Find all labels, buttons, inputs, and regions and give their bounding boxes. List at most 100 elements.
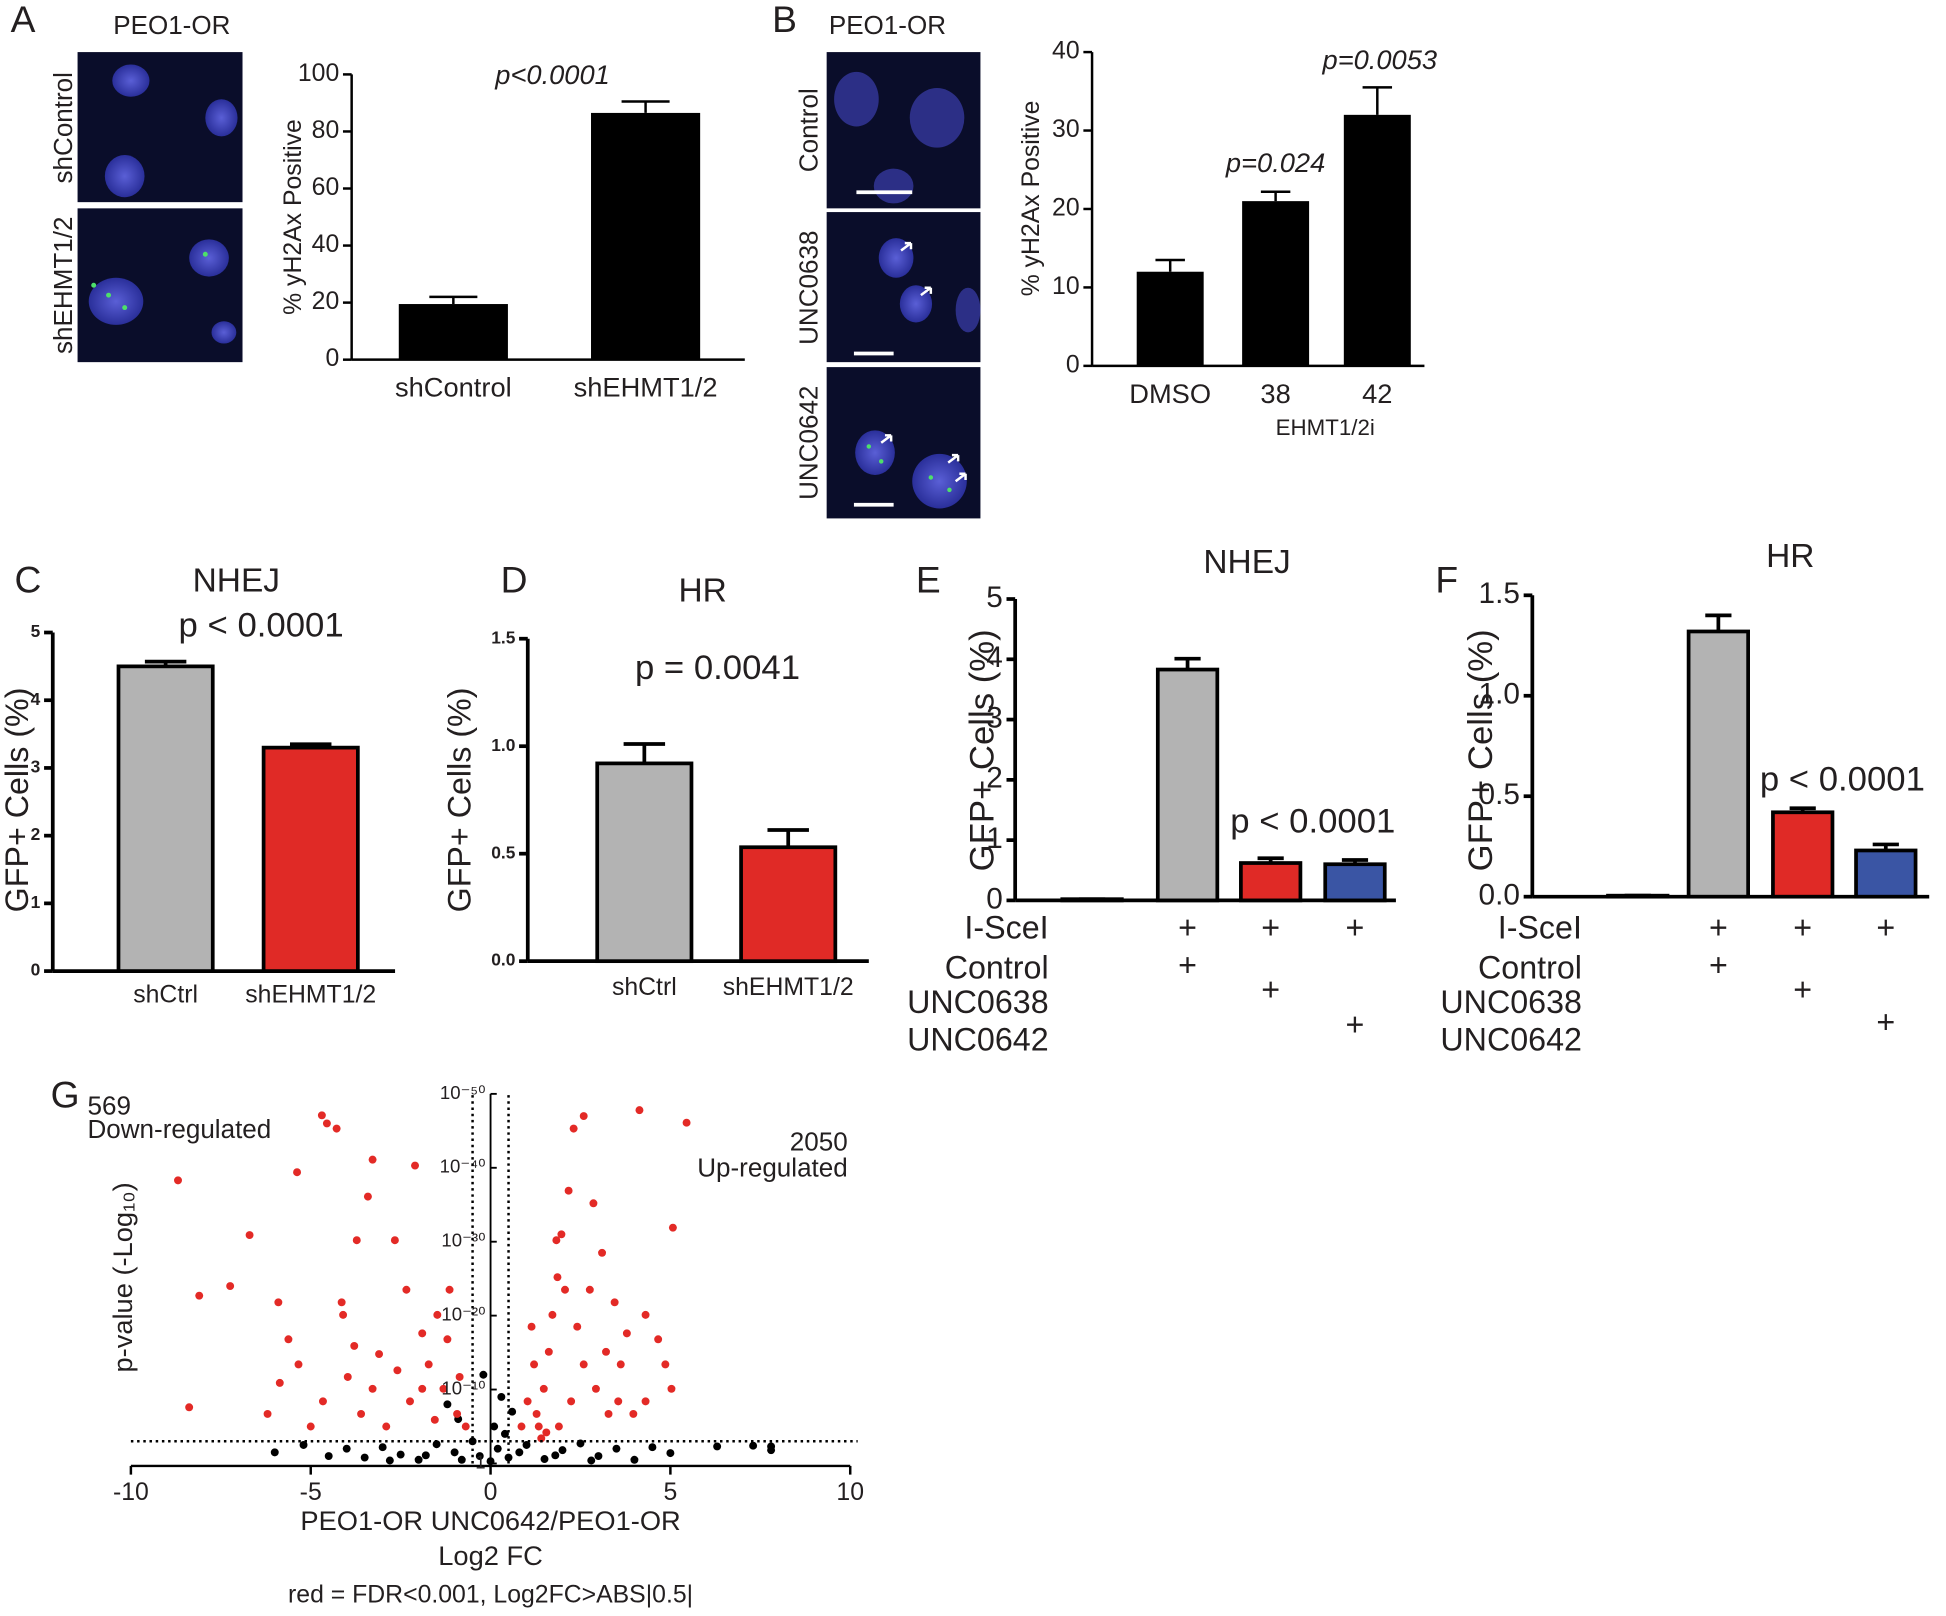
x-tick-label: shCtrl (133, 981, 198, 1008)
point (561, 1285, 569, 1294)
point (270, 1448, 279, 1457)
point (493, 1444, 502, 1453)
x-tick-label: shEHMT1/2 (574, 372, 718, 403)
condition-sign: + (1178, 910, 1197, 946)
annotation: 569 (87, 1090, 130, 1120)
annotation: Up-regulated (697, 1152, 847, 1182)
bar (1343, 114, 1411, 366)
y-tick-label: 80 (312, 117, 340, 144)
point (614, 1397, 623, 1406)
point (713, 1442, 722, 1451)
condition-label: I-SceI (1498, 910, 1582, 946)
bar (1242, 201, 1310, 366)
y-tick-label: 1 (475, 1451, 485, 1472)
error-bar (623, 742, 666, 764)
point (317, 1111, 326, 1120)
point (360, 1453, 369, 1462)
point (532, 1409, 541, 1418)
point (594, 1452, 603, 1461)
y-axis-label: GFP+ Cells (%) (1462, 629, 1500, 871)
y-tick-label: 20 (312, 288, 340, 315)
point (195, 1291, 204, 1300)
image-label: Control (793, 88, 823, 172)
point (648, 1443, 657, 1452)
error-bar (429, 295, 478, 305)
point (306, 1422, 315, 1431)
point (245, 1231, 254, 1240)
point (363, 1192, 372, 1201)
point (396, 1450, 405, 1459)
y-tick-label: 100 (298, 60, 339, 87)
point (461, 1422, 470, 1431)
x-axis-label: Log2 FC (438, 1540, 543, 1571)
condition-label: Control (945, 949, 1049, 985)
error-bar (767, 828, 809, 848)
point (406, 1397, 414, 1406)
point (591, 1384, 600, 1393)
y-tick-label: 0 (325, 345, 339, 372)
panel-label: C (15, 559, 42, 601)
point (299, 1441, 308, 1449)
bar (1136, 271, 1204, 366)
annotation: Down-regulated (87, 1114, 271, 1144)
x-tick-label: 42 (1362, 378, 1392, 409)
image-label: UNC0638 (793, 231, 823, 345)
error-bar (1260, 190, 1291, 202)
p-value: p=0.0053 (1322, 44, 1437, 75)
point (540, 1455, 549, 1463)
panel-label: F (1435, 559, 1458, 601)
image-label: shEHMT1/2 (48, 217, 78, 354)
y-tick-label: 1.5 (491, 627, 515, 647)
point (557, 1230, 566, 1239)
p-value: p<0.0001 (494, 59, 609, 90)
bar (1323, 862, 1387, 903)
y-tick-label: 5 (31, 621, 41, 641)
point (350, 1341, 359, 1350)
point (610, 1298, 619, 1307)
panel-label: E (916, 559, 941, 601)
bar (591, 112, 701, 360)
y-tick-label: 10⁻³⁰ (441, 1230, 485, 1251)
bar (739, 845, 838, 964)
y-tick-label: 10 (1052, 273, 1080, 300)
point (318, 1397, 327, 1406)
point (602, 1347, 610, 1356)
y-axis-label: % yH2Ax Positive (1018, 101, 1045, 297)
bar (595, 761, 694, 964)
condition-sign: + (1793, 972, 1812, 1008)
point (475, 1452, 484, 1461)
point (682, 1118, 691, 1127)
point (551, 1451, 560, 1460)
panel-label: G (51, 1073, 80, 1115)
point (612, 1444, 621, 1453)
y-tick-label: 10⁻¹⁰ (441, 1377, 485, 1398)
point (508, 1407, 517, 1416)
y-tick-label: 10⁻⁵⁰ (440, 1082, 486, 1103)
chart-title: HR (678, 573, 726, 610)
point (598, 1248, 607, 1257)
y-axis-label: GFP+ Cells (%) (963, 629, 1001, 871)
point (424, 1360, 433, 1369)
note: red = FDR<0.001, Log2FC>ABS|0.5| (288, 1582, 693, 1609)
point (339, 1310, 348, 1319)
point (352, 1236, 361, 1245)
point (378, 1443, 387, 1452)
condition-sign: + (1876, 1004, 1895, 1040)
point (585, 1285, 594, 1294)
x-tick-label: 10 (836, 1479, 864, 1506)
point (558, 1446, 567, 1455)
condition-label: UNC0638 (1440, 984, 1582, 1020)
y-tick-label: 40 (1052, 38, 1080, 65)
point (553, 1273, 562, 1282)
p-value: p < 0.0001 (1230, 803, 1395, 841)
y-axis-label: p-value (-Log₁₀) (107, 1182, 138, 1372)
x-tick-label: shControl (395, 372, 512, 403)
bar (1239, 861, 1303, 903)
condition-sign: + (1793, 910, 1812, 946)
condition-sign: + (1261, 972, 1280, 1008)
x-tick-label: 5 (663, 1479, 677, 1506)
panel-label: A (11, 0, 36, 40)
point (453, 1409, 462, 1418)
image-label: shControl (48, 72, 78, 183)
